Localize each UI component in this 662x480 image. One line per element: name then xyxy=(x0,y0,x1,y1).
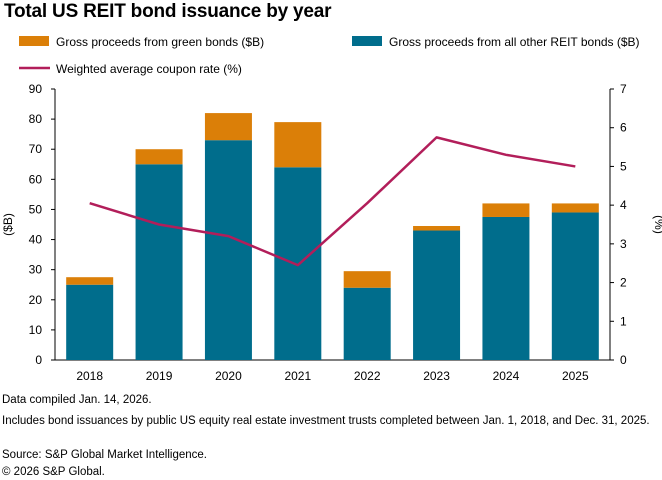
bar-green-2022 xyxy=(343,271,391,288)
bar-other-2018 xyxy=(66,284,114,360)
y2-axis-label: (%) xyxy=(652,215,662,234)
y-tick-label: 80 xyxy=(29,112,43,126)
legend-label: Gross proceeds from green bonds ($B) xyxy=(56,35,264,49)
bar-green-2019 xyxy=(135,149,183,165)
x-tick-label: 2019 xyxy=(146,369,173,383)
bar-other-2023 xyxy=(413,230,461,360)
y2-tick-label: 0 xyxy=(620,353,627,367)
chart-title: Total US REIT bond issuance by year xyxy=(4,1,332,22)
bars xyxy=(66,113,599,360)
x-tick-label: 2018 xyxy=(76,369,103,383)
y2-tick-label: 5 xyxy=(620,159,627,173)
y2-tick-label: 3 xyxy=(620,237,627,251)
legend: Gross proceeds from green bonds ($B) Gros… xyxy=(19,35,640,76)
coupon-rate-line xyxy=(89,136,576,267)
bar-green-2021 xyxy=(274,122,322,168)
y-tick-label: 60 xyxy=(29,172,43,186)
coupon-line xyxy=(89,136,576,267)
y2-tick-label: 4 xyxy=(620,198,627,212)
y-tick-label: 20 xyxy=(29,293,43,307)
bar-other-2022 xyxy=(343,287,391,360)
x-tick-label: 2020 xyxy=(215,369,242,383)
x-axis-ticks: 2018 2019 2020 2021 2022 2023 2024 2025 xyxy=(76,369,589,383)
x-tick-label: 2024 xyxy=(493,369,520,383)
bar-green-2025 xyxy=(551,203,599,213)
y-tick-label: 0 xyxy=(35,353,42,367)
bar-other-2019 xyxy=(135,164,183,360)
bar-other-2025 xyxy=(551,212,599,360)
bar-green-2024 xyxy=(482,203,530,217)
legend-label: Gross proceeds from all other REIT bonds… xyxy=(389,35,640,49)
note-source: Source: S&P Global Market Intelligence. xyxy=(2,449,207,461)
x-tick-label: 2023 xyxy=(423,369,450,383)
legend-swatch xyxy=(19,36,49,46)
y2-tick-label: 7 xyxy=(620,82,627,96)
y2-tick-label: 6 xyxy=(620,121,627,135)
x-tick-label: 2022 xyxy=(354,369,381,383)
legend-swatch xyxy=(352,36,382,46)
y-tick-label: 30 xyxy=(29,263,43,277)
bar-green-2018 xyxy=(66,277,114,285)
bar-other-2024 xyxy=(482,216,530,360)
bar-green-2023 xyxy=(413,226,461,231)
y2-tick-label: 2 xyxy=(620,276,627,290)
y-tick-label: 50 xyxy=(29,202,43,216)
y2-tick-label: 1 xyxy=(620,314,627,328)
y-tick-label: 90 xyxy=(29,82,43,96)
y-tick-label: 70 xyxy=(29,142,43,156)
y-axis-label: ($B) xyxy=(1,213,15,236)
x-tick-label: 2025 xyxy=(562,369,589,383)
legend-label: Weighted average coupon rate (%) xyxy=(56,62,242,76)
note-data-compiled: Data compiled Jan. 14, 2026. xyxy=(2,394,152,406)
bar-other-2020 xyxy=(204,140,252,360)
chart: Gross proceeds from green bonds ($B) Gros… xyxy=(1,35,662,383)
bar-green-2020 xyxy=(204,113,252,141)
y-tick-label: 40 xyxy=(29,233,43,247)
x-tick-label: 2021 xyxy=(284,369,311,383)
note-includes: Includes bond issuances by public US equ… xyxy=(2,415,650,427)
note-copyright: © 2026 S&P Global. xyxy=(2,466,105,478)
y-tick-label: 10 xyxy=(29,323,43,337)
